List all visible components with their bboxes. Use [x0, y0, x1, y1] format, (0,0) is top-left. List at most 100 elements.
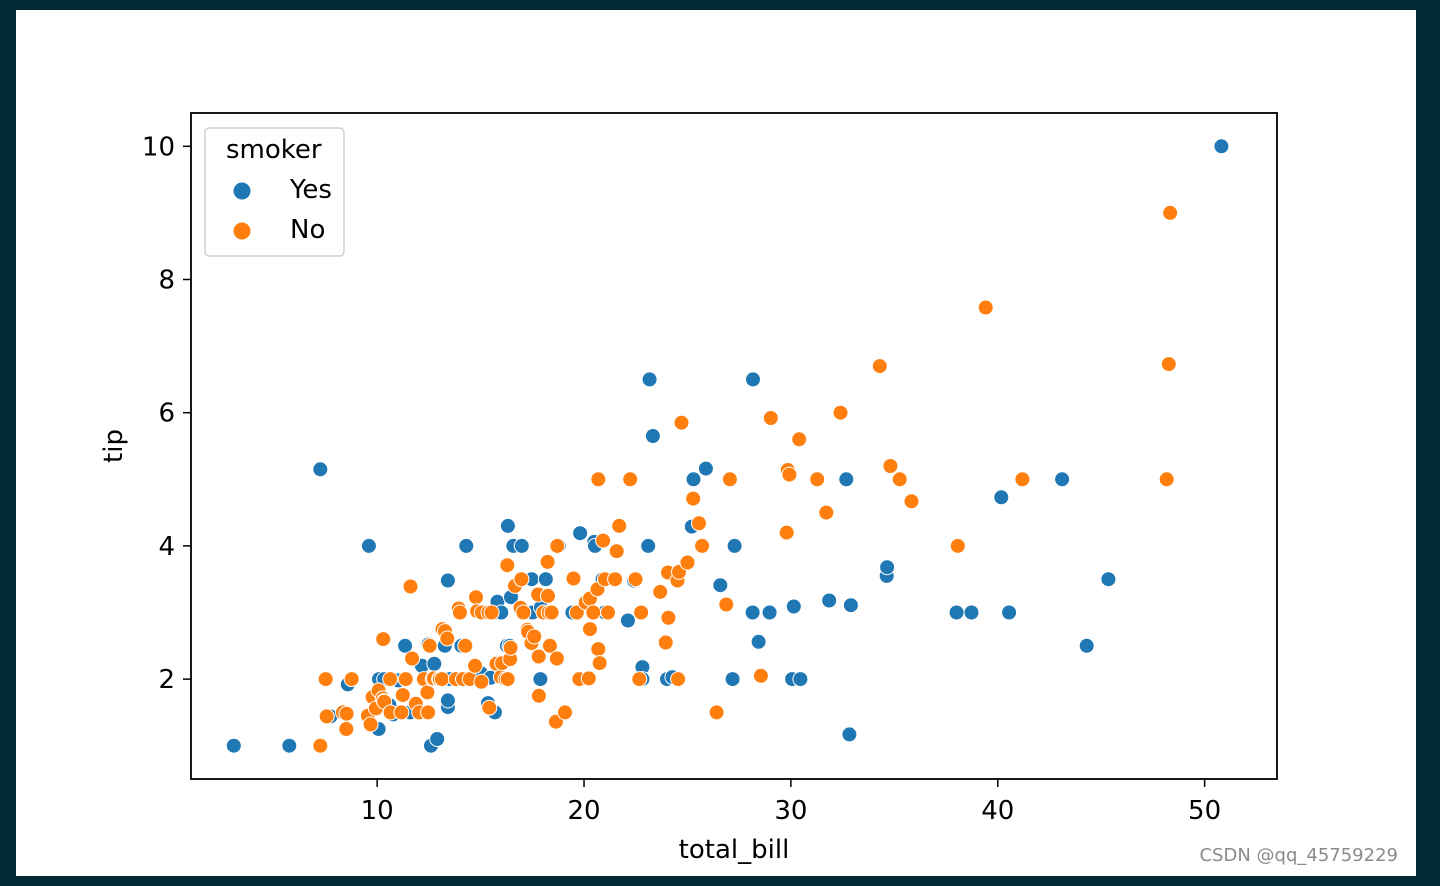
- point-no-130: [977, 299, 994, 316]
- point-no-0: [312, 737, 329, 754]
- point-no-44: [468, 589, 484, 606]
- point-no-97: [611, 517, 628, 534]
- point-no-115: [718, 596, 735, 613]
- point-no-27: [421, 637, 438, 654]
- point-no-81: [568, 604, 585, 621]
- point-no-95: [607, 571, 624, 588]
- point-yes-37: [499, 517, 516, 534]
- point-no-56: [499, 671, 516, 688]
- point-no-16: [382, 671, 399, 688]
- point-no-85: [582, 621, 598, 638]
- point-no-66: [526, 628, 543, 645]
- point-yes-81: [842, 597, 859, 614]
- legend-title: smoker: [226, 135, 322, 165]
- point-yes-83: [879, 559, 896, 576]
- x-tick-label-10: 10: [361, 796, 394, 826]
- y-tick-label-2: 2: [158, 665, 175, 695]
- point-no-36: [439, 630, 456, 647]
- point-no-4: [338, 721, 355, 737]
- point-no-49: [481, 699, 498, 716]
- point-no-18: [393, 704, 410, 721]
- watermark: CSDN @qq_45759229: [1199, 845, 1398, 866]
- x-tick-label-30: 30: [774, 796, 807, 826]
- point-no-122: [791, 431, 808, 448]
- point-no-80: [565, 570, 582, 587]
- figure-canvas: 10 20 30 40 50 2 4 6 8 10 total_bill tip smoker …: [16, 10, 1416, 876]
- point-yes-88: [1054, 471, 1071, 488]
- point-yes-23: [439, 572, 456, 589]
- point-yes-59: [640, 537, 657, 554]
- point-no-87: [585, 604, 602, 621]
- point-yes-0: [225, 737, 242, 754]
- point-no-129: [903, 493, 920, 510]
- point-no-118: [762, 410, 779, 426]
- point-no-28: [420, 704, 437, 721]
- point-yes-78: [821, 592, 838, 609]
- point-no-96: [608, 543, 625, 560]
- point-no-61: [513, 571, 530, 588]
- point-yes-66: [697, 460, 714, 477]
- point-no-78: [549, 537, 566, 554]
- point-no-13: [375, 631, 392, 648]
- point-yes-85: [963, 604, 980, 621]
- point-no-58: [502, 639, 519, 656]
- point-yes-44: [532, 671, 549, 688]
- point-no-79: [557, 704, 573, 721]
- point-no-135: [1162, 204, 1179, 221]
- point-no-84: [580, 670, 597, 687]
- point-no-89: [590, 641, 607, 658]
- point-no-123: [809, 471, 826, 488]
- point-yes-18: [429, 731, 446, 747]
- point-no-2: [318, 708, 335, 725]
- point-yes-60: [641, 371, 658, 388]
- point-yes-90: [1100, 571, 1117, 588]
- point-yes-1: [281, 737, 298, 754]
- point-yes-76: [785, 598, 802, 615]
- y-tick-label-10: 10: [142, 132, 175, 162]
- point-no-92: [595, 532, 612, 549]
- point-no-74: [541, 637, 558, 654]
- point-yes-72: [745, 371, 761, 388]
- point-no-46: [473, 673, 490, 690]
- y-tick-label-4: 4: [158, 532, 175, 562]
- legend: smoker Yes No: [204, 127, 345, 257]
- point-yes-86: [993, 489, 1010, 506]
- scatter-plot: 10 20 30 40 50 2 4 6 8 10 total_bill tip smoker …: [99, 112, 1278, 865]
- y-axis-label: tip: [99, 429, 129, 463]
- point-no-107: [670, 671, 687, 688]
- point-no-90: [590, 471, 607, 488]
- point-yes-2: [312, 461, 329, 478]
- point-no-109: [673, 414, 690, 431]
- point-no-127: [882, 458, 899, 474]
- point-yes-77: [792, 671, 809, 688]
- point-yes-49: [572, 525, 589, 542]
- point-no-134: [1160, 356, 1177, 373]
- point-yes-80: [841, 726, 858, 743]
- point-no-6: [343, 671, 360, 688]
- point-yes-84: [948, 604, 965, 621]
- point-yes-27: [458, 537, 475, 554]
- y-tick-label-8: 8: [158, 266, 175, 296]
- point-no-26: [419, 684, 436, 701]
- point-no-19: [394, 687, 411, 704]
- point-no-124: [818, 504, 835, 521]
- point-yes-89: [1078, 637, 1095, 654]
- point-no-71: [539, 553, 556, 570]
- x-axis-label: total_bill: [679, 835, 790, 865]
- x-tick-label-40: 40: [981, 796, 1014, 826]
- legend-marker-yes: [232, 181, 252, 201]
- point-no-55: [499, 557, 516, 574]
- point-no-41: [457, 637, 474, 654]
- point-no-5: [338, 705, 355, 722]
- point-no-133: [1158, 471, 1175, 488]
- point-no-68: [530, 648, 547, 665]
- y-axis-ticks: 2 4 6 8 10: [142, 132, 191, 695]
- point-no-72: [540, 587, 556, 604]
- point-no-1: [317, 671, 334, 688]
- point-no-98: [622, 471, 639, 488]
- legend-marker-no: [232, 221, 252, 241]
- point-yes-69: [726, 537, 743, 554]
- point-yes-17: [426, 655, 443, 672]
- point-yes-46: [537, 571, 554, 588]
- point-yes-24: [439, 692, 456, 709]
